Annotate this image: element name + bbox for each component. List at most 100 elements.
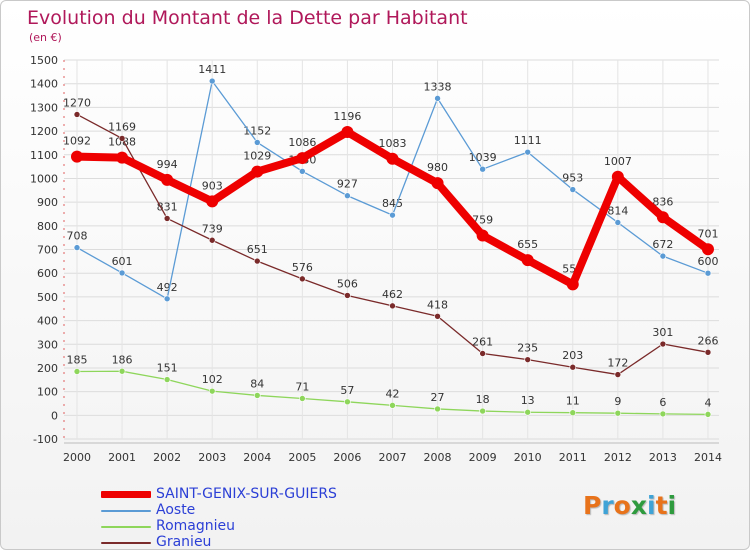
- proxiti-logo: Proxiti: [583, 491, 676, 520]
- data-point-granieu: [389, 302, 396, 310]
- data-point-saint-genix: [386, 152, 399, 165]
- data-point-aoste: [569, 186, 577, 193]
- data-point-romagnieu: [479, 407, 486, 415]
- data-label-aoste: 601: [112, 255, 133, 268]
- data-point-aoste: [704, 269, 712, 277]
- logo-letter: t: [655, 491, 668, 520]
- data-label-romagnieu: 9: [614, 395, 621, 408]
- y-tick-label: -100: [33, 433, 58, 446]
- logo-letter: r: [601, 491, 614, 520]
- chart-subtitle: (en €): [29, 31, 62, 44]
- data-label-saint-genix: 1007: [604, 155, 632, 168]
- data-label-saint-genix: 655: [517, 238, 538, 251]
- logo-letter: i: [667, 491, 677, 520]
- data-label-saint-genix: 1092: [63, 135, 91, 148]
- y-tick-label: 1100: [30, 149, 58, 162]
- data-point-romagnieu: [704, 411, 712, 418]
- data-point-saint-genix: [341, 126, 354, 139]
- data-label-granieu: 506: [337, 277, 358, 290]
- data-point-granieu: [118, 135, 126, 142]
- data-label-saint-genix: 1088: [108, 136, 136, 149]
- data-label-aoste: 953: [562, 172, 583, 185]
- y-tick-label: 100: [37, 386, 58, 399]
- x-tick-label: 2003: [198, 451, 226, 464]
- data-label-aoste: 927: [337, 178, 358, 191]
- x-tick-label: 2013: [649, 451, 677, 464]
- data-point-aoste: [118, 269, 126, 277]
- data-point-aoste: [253, 139, 261, 146]
- data-point-romagnieu: [208, 387, 216, 395]
- y-tick-label: 300: [37, 338, 58, 351]
- data-point-granieu: [614, 371, 622, 378]
- data-point-saint-genix: [296, 152, 309, 165]
- y-tick-label: 500: [37, 291, 58, 304]
- y-tick-label: 800: [37, 220, 58, 233]
- data-point-saint-genix: [206, 195, 219, 208]
- data-point-aoste: [614, 219, 622, 226]
- data-point-granieu: [434, 312, 441, 320]
- x-tick-label: 2014: [694, 451, 722, 464]
- x-tick-label: 2004: [243, 451, 271, 464]
- data-label-saint-genix: 836: [652, 195, 673, 208]
- data-label-romagnieu: 185: [67, 353, 88, 366]
- data-label-aoste: 492: [157, 281, 178, 294]
- data-point-aoste: [73, 244, 81, 251]
- logo-letter: x: [630, 491, 647, 520]
- data-point-granieu: [73, 111, 81, 118]
- data-label-saint-genix: 1083: [378, 137, 406, 150]
- data-label-aoste: 672: [652, 238, 673, 251]
- data-label-romagnieu: 27: [431, 391, 445, 404]
- data-point-aoste: [659, 252, 667, 260]
- data-point-aoste: [389, 211, 396, 219]
- data-label-romagnieu: 13: [521, 394, 535, 407]
- data-point-saint-genix: [476, 229, 489, 242]
- data-point-saint-genix: [116, 151, 129, 164]
- data-label-aoste: 1411: [198, 63, 226, 76]
- data-point-saint-genix: [431, 177, 444, 190]
- data-point-granieu: [253, 257, 261, 265]
- x-tick-label: 2012: [604, 451, 632, 464]
- data-label-saint-genix: 1029: [243, 150, 271, 163]
- data-point-granieu: [208, 236, 216, 244]
- data-point-romagnieu: [299, 395, 306, 402]
- y-tick-label: 400: [37, 315, 58, 328]
- data-label-aoste: 708: [67, 230, 88, 243]
- data-point-romagnieu: [253, 392, 261, 399]
- data-label-aoste: 845: [382, 197, 403, 210]
- data-point-granieu: [479, 350, 486, 357]
- x-tick-label: 2011: [559, 451, 587, 464]
- y-tick-label: 1000: [30, 172, 58, 185]
- data-label-granieu: 235: [517, 342, 538, 355]
- data-label-granieu: 261: [472, 335, 493, 348]
- data-point-romagnieu: [659, 410, 667, 418]
- data-point-granieu: [704, 349, 712, 356]
- data-point-romagnieu: [434, 405, 441, 413]
- data-label-romagnieu: 151: [157, 362, 178, 375]
- y-tick-label: 1400: [30, 78, 58, 91]
- data-label-aoste: 600: [697, 255, 718, 268]
- data-label-romagnieu: 57: [340, 384, 354, 397]
- legend-label-granieu: Granieu: [156, 534, 212, 550]
- data-point-romagnieu: [524, 408, 532, 416]
- data-point-romagnieu: [344, 398, 351, 406]
- legend-label-aoste: Aoste: [156, 502, 196, 518]
- legend-swatch-romagnieu: [101, 526, 151, 528]
- data-label-granieu: 172: [607, 357, 628, 370]
- data-label-romagnieu: 84: [250, 377, 264, 390]
- data-point-saint-genix: [656, 211, 669, 224]
- y-tick-label: 700: [37, 244, 58, 257]
- data-label-aoste: 814: [607, 204, 628, 217]
- data-label-romagnieu: 4: [704, 396, 711, 409]
- data-label-saint-genix: 1196: [333, 110, 361, 123]
- legend-swatch-granieu: [101, 542, 151, 544]
- x-tick-label: 2010: [514, 451, 542, 464]
- data-point-aoste: [299, 168, 306, 175]
- data-point-romagnieu: [163, 376, 171, 383]
- data-point-granieu: [569, 363, 577, 371]
- data-label-granieu: 203: [562, 349, 583, 362]
- data-point-romagnieu: [73, 368, 81, 375]
- data-label-saint-genix: 980: [427, 161, 448, 174]
- data-point-romagnieu: [389, 402, 396, 409]
- data-point-granieu: [344, 292, 351, 299]
